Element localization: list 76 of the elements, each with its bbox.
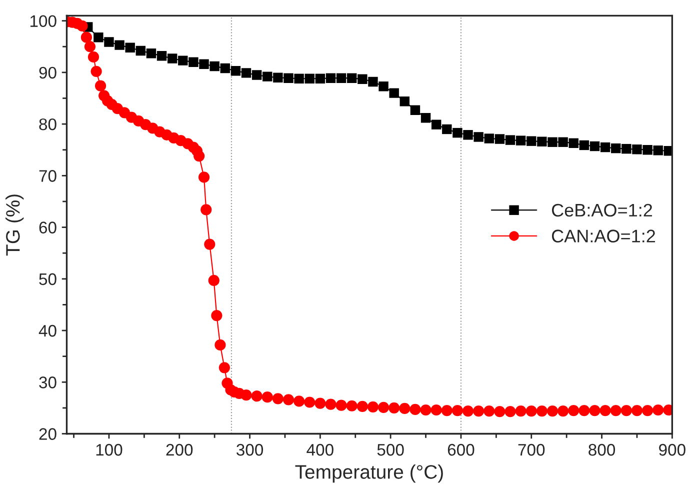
y-axis-title: TG (%)	[6, 194, 24, 256]
point	[188, 57, 198, 67]
point	[156, 51, 167, 61]
point	[262, 72, 272, 82]
y-tick-label: 40	[38, 324, 56, 337]
point	[294, 74, 304, 84]
point	[505, 135, 516, 145]
point	[199, 59, 209, 70]
x-tick-label: 100	[96, 444, 122, 456]
x-tick-label: 500	[377, 444, 404, 456]
point	[304, 74, 314, 84]
point	[284, 73, 294, 83]
y-tick-label: 100	[30, 15, 56, 28]
y-tick-label: 60	[39, 222, 56, 234]
point	[590, 141, 600, 152]
point	[420, 112, 431, 123]
point	[368, 76, 378, 87]
point	[442, 124, 452, 134]
point	[178, 56, 188, 66]
x-tick-label: 700	[518, 444, 545, 456]
x-tick-label: 300	[236, 444, 264, 456]
x-tick-label: 800	[588, 444, 616, 456]
x-tick-label: 600	[448, 444, 474, 456]
point	[378, 82, 388, 92]
x-axis-title: Temperature (°C)	[295, 464, 443, 483]
y-tick-label: 30	[39, 376, 56, 388]
y-tick-label: 80	[39, 118, 56, 130]
point	[336, 73, 346, 83]
point	[326, 73, 336, 83]
point	[452, 128, 462, 138]
point	[346, 73, 357, 83]
point	[220, 63, 230, 74]
point	[400, 96, 410, 106]
legend-label: CeB:AO=1:2	[552, 204, 652, 217]
y-tick-label: 70	[39, 170, 56, 182]
point	[548, 137, 558, 147]
point	[431, 120, 442, 130]
point	[94, 32, 104, 42]
y-tick-label: 50	[39, 273, 56, 286]
y-tick-label: 90	[39, 66, 56, 79]
point	[167, 54, 178, 64]
point	[494, 134, 505, 144]
point	[600, 142, 610, 152]
point	[558, 137, 568, 147]
point	[146, 48, 156, 58]
x-tick-label: 900	[659, 444, 686, 456]
point	[610, 143, 621, 154]
point	[622, 144, 632, 154]
point	[632, 144, 642, 154]
point	[210, 61, 220, 72]
point	[125, 42, 135, 53]
point	[315, 74, 326, 84]
point	[526, 136, 536, 146]
point	[463, 130, 473, 140]
point	[273, 72, 283, 82]
x-tick-label: 400	[306, 444, 334, 456]
point	[252, 70, 262, 80]
point	[389, 88, 399, 98]
point	[568, 138, 578, 148]
point	[358, 74, 368, 84]
point	[104, 37, 114, 47]
point	[516, 136, 526, 146]
y-tick-label: 20	[39, 428, 56, 440]
point	[579, 140, 590, 150]
point	[410, 105, 420, 115]
point	[474, 132, 484, 142]
point	[241, 68, 252, 78]
point	[653, 146, 663, 156]
point	[114, 40, 124, 50]
point	[642, 144, 652, 155]
point	[484, 134, 494, 144]
point	[537, 136, 547, 146]
point	[230, 66, 241, 76]
x-tick-label: 200	[166, 444, 193, 456]
legend-label: CAN:AO=1:2	[552, 230, 656, 242]
point	[136, 46, 146, 56]
